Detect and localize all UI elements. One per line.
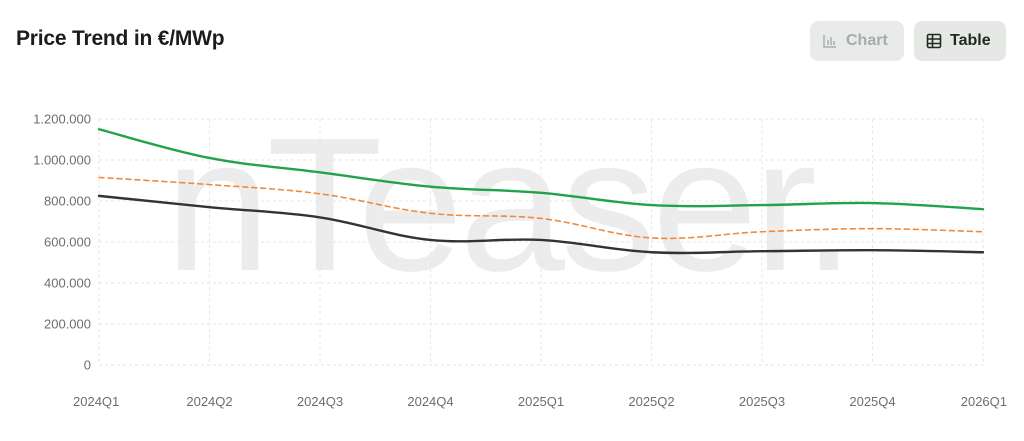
series-line-3 [97,194,985,255]
chart-view-button[interactable]: Chart [810,21,904,61]
y-tick-label: 200.000 [44,317,91,332]
y-tick-label: 400.000 [44,276,91,291]
x-tick-label: 2025Q2 [628,394,674,409]
x-tick-label: 2026Q1 [961,394,1007,409]
y-tick-label: 600.000 [44,235,91,250]
table-view-button[interactable]: Table [914,21,1006,61]
x-tick-label: 2025Q1 [518,394,564,409]
chart-button-label: Chart [846,32,888,49]
page-title: Price Trend in €/MWp [16,27,225,50]
y-tick-label: 800.000 [44,194,91,209]
x-tick-label: 2024Q2 [186,394,232,409]
x-tick-label: 2024Q1 [73,394,119,409]
y-tick-label: 0 [84,358,91,373]
x-tick-label: 2024Q4 [407,394,453,409]
x-tick-label: 2025Q4 [849,394,895,409]
bar-chart-icon [822,33,838,49]
table-button-label: Table [950,32,991,49]
series-line-1 [97,128,985,211]
series-line-2 [98,176,984,240]
x-tick-label: 2024Q3 [297,394,343,409]
y-tick-label: 1.200.000 [33,112,91,127]
x-tick-label: 2025Q3 [739,394,785,409]
y-tick-label: 1.000.000 [33,153,91,168]
table-grid-icon [926,33,942,49]
